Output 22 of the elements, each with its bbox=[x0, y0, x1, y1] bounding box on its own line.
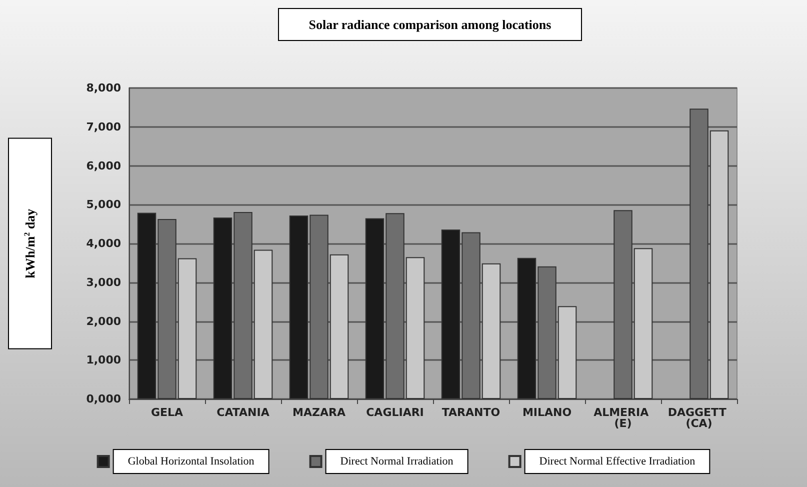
y-tick-label: 0,000 bbox=[86, 392, 122, 406]
legend-label: Global Horizontal Insolation bbox=[128, 456, 255, 468]
y-tick-label: 6,000 bbox=[86, 159, 122, 172]
y-tick-label: 1,000 bbox=[86, 354, 122, 367]
x-tick-label: CATANIA bbox=[216, 406, 270, 419]
x-tick-label: GELA bbox=[150, 406, 184, 419]
y-tick-label: 4,000 bbox=[86, 237, 122, 250]
y-axis-title: kWh/m2 day bbox=[22, 208, 38, 278]
y-tick-label: 7,000 bbox=[86, 120, 122, 134]
x-tick-label: TARANTO bbox=[442, 406, 500, 419]
x-tick-label: ALMERIA (E) bbox=[594, 406, 652, 430]
chart-title: Solar radiance comparison among locations bbox=[308, 17, 552, 32]
x-tick-label: DAGGETT (CA) bbox=[668, 406, 730, 430]
y-tick-label: 3,000 bbox=[86, 276, 122, 289]
x-tick-label: MILANO bbox=[522, 406, 572, 419]
x-tick-label: MAZARA bbox=[292, 406, 346, 419]
legend-label: Direct Normal Effective Irradiation bbox=[539, 456, 696, 468]
x-tick-label: CAGLIARI bbox=[366, 406, 424, 419]
y-tick-label: 5,000 bbox=[86, 198, 122, 212]
y-tick-label: 8,000 bbox=[86, 82, 122, 94]
y-tick-label: 2,000 bbox=[86, 314, 122, 328]
legend-label: Direct Normal Irradiation bbox=[340, 456, 454, 468]
